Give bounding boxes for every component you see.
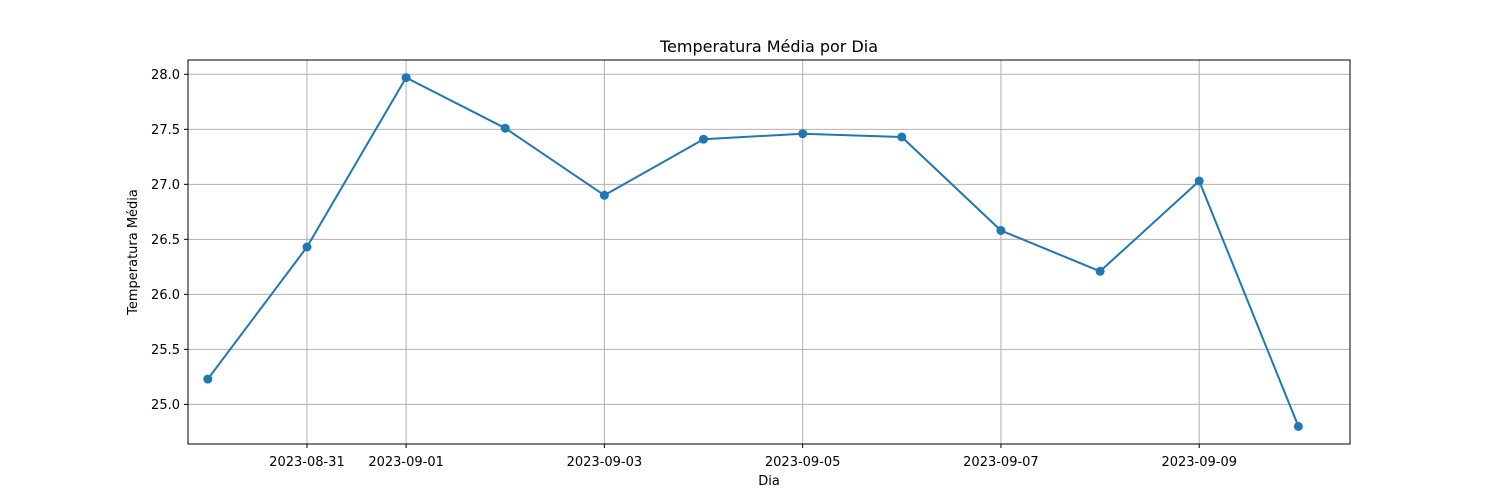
data-point (897, 132, 907, 142)
x-tick-label: 2023-09-07 (963, 455, 1039, 470)
series-line (207, 76, 1300, 427)
data-point (401, 73, 411, 83)
y-tick-label: 26.0 (151, 288, 180, 303)
grid (188, 60, 1350, 444)
data-point (798, 129, 808, 139)
plot-area (188, 60, 1350, 444)
data-point (1194, 176, 1204, 186)
data-point (1293, 421, 1303, 431)
y-tick-label: 26.5 (151, 233, 180, 248)
data-point (699, 134, 708, 144)
data-point (500, 123, 510, 133)
y-tick-label: 25.5 (151, 343, 180, 358)
y-axis-label: Temperatura Média (126, 189, 141, 316)
data-point (203, 374, 213, 384)
x-axis-label: Dia (758, 474, 780, 489)
x-tick-label: 2023-09-09 (1161, 455, 1237, 470)
plot-frame (187, 59, 1351, 445)
chart-title: Temperatura Média por Dia (659, 37, 878, 56)
y-tick-label: 27.0 (151, 178, 180, 193)
x-tick-label: 2023-09-03 (567, 455, 643, 470)
y-tick-label: 25.0 (151, 398, 180, 413)
data-point (302, 242, 312, 252)
data-point (1095, 266, 1105, 276)
series-group (203, 73, 1303, 431)
y-axis: 25.0 25.5 26.0 26.5 27.0 27.5 28.0 (151, 68, 188, 413)
data-point (996, 226, 1006, 235)
x-axis: 2023-08-31 2023-09-01 2023-09-03 2023-09-05… (269, 444, 1237, 470)
x-tick-label: 2023-09-01 (368, 455, 444, 470)
y-tick-label: 28.0 (151, 68, 180, 83)
y-tick-label: 27.5 (151, 123, 180, 138)
x-tick-label: 2023-09-05 (765, 455, 841, 470)
data-point (599, 190, 609, 200)
x-tick-label: 2023-08-31 (269, 455, 345, 470)
